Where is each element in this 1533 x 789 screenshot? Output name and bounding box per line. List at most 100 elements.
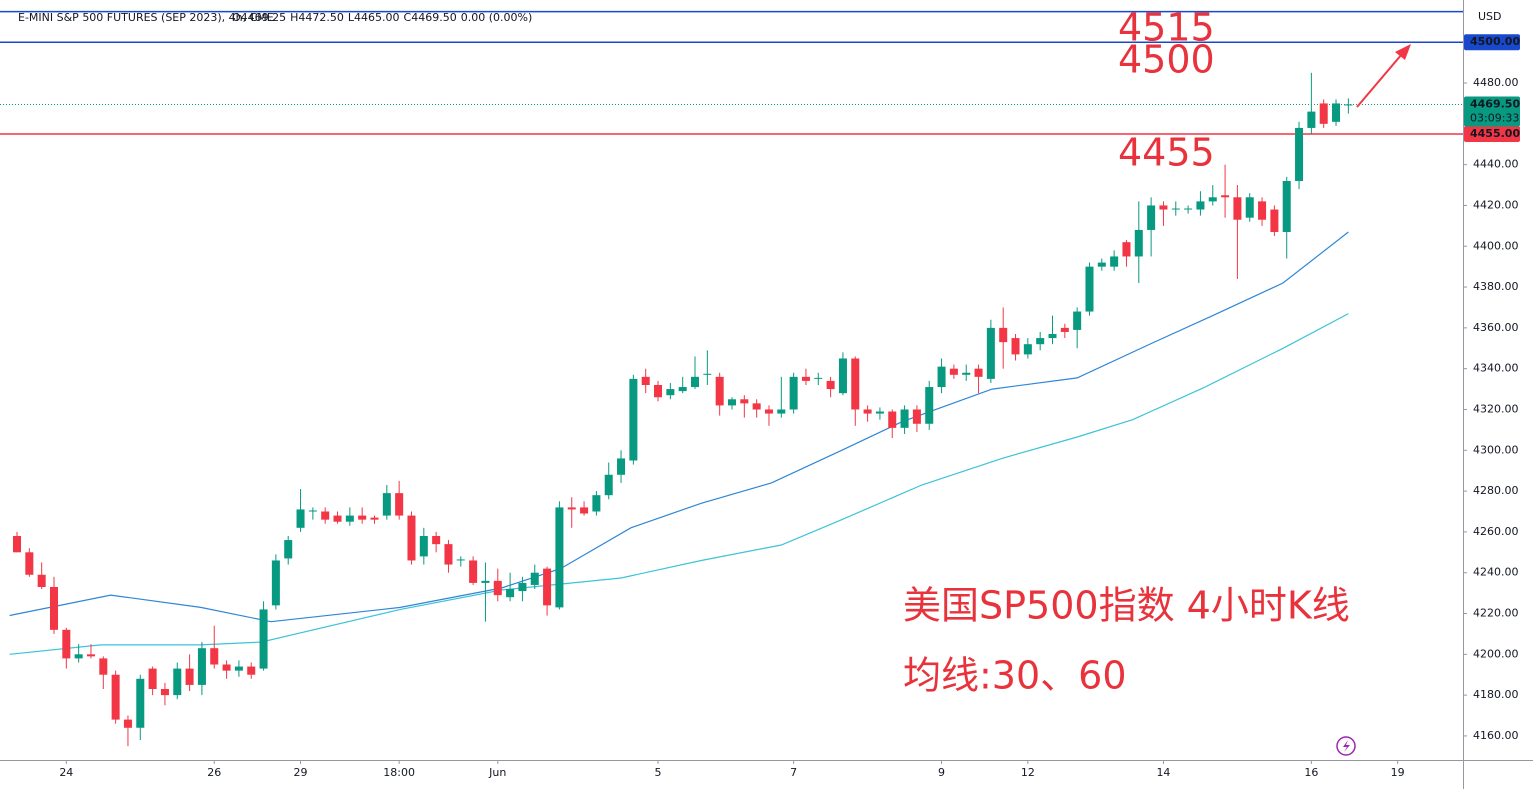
y-tick-label: 4160.00 — [1473, 729, 1519, 742]
annotation: 均线:30、60 — [903, 654, 1127, 698]
moving-average — [9, 231, 1349, 623]
y-tick-label: 4200.00 — [1473, 647, 1519, 660]
candle-body — [604, 474, 613, 496]
candle-body — [912, 409, 921, 424]
ohlc-value: L4465.00 — [348, 11, 400, 24]
candle-body — [764, 409, 773, 414]
alert-icon[interactable] — [1336, 736, 1356, 756]
candle-body — [432, 535, 441, 545]
y-tick-label: 4240.00 — [1473, 566, 1519, 579]
x-tick-label: 9 — [938, 766, 945, 779]
price-label: 4500.00 — [1470, 35, 1520, 48]
candle-body — [974, 368, 983, 377]
x-tick-label: 7 — [790, 766, 797, 779]
x-tick-label: 29 — [294, 766, 308, 779]
candle-body — [838, 358, 847, 394]
arrow-shaft — [1356, 53, 1403, 108]
candle-body — [888, 411, 897, 428]
candle-body — [1171, 208, 1180, 210]
candle-body — [1122, 242, 1131, 257]
y-tick-label: 4380.00 — [1473, 280, 1519, 293]
candle-body — [160, 688, 169, 696]
candle-body — [580, 507, 589, 514]
candle-body — [382, 493, 391, 516]
price-label-box — [1464, 34, 1520, 51]
candle-body — [1147, 205, 1156, 230]
candle-body — [481, 580, 490, 583]
candle-body — [1023, 344, 1032, 355]
arrow — [1356, 44, 1411, 108]
candle-body — [62, 629, 71, 659]
ohlc-value: C4469.50 — [404, 11, 457, 24]
candle-body — [222, 664, 231, 671]
candle-body — [678, 387, 687, 392]
candle-body — [1159, 205, 1168, 210]
candle-body — [629, 378, 638, 461]
candle-body — [962, 372, 971, 375]
ohlc-value: O4469.25 — [232, 11, 286, 24]
candle-body — [333, 515, 342, 522]
candle-body — [506, 589, 515, 598]
candle-body — [1258, 201, 1267, 220]
plot — [0, 10, 1463, 747]
candle-body — [345, 515, 354, 522]
candle-body — [925, 387, 934, 424]
candle-body — [543, 568, 552, 606]
y-tick-label: 4480.00 — [1473, 76, 1519, 89]
candle-body — [654, 384, 663, 398]
candle-body — [1036, 338, 1045, 345]
annotation: 美国SP500指数 4小时K线 — [903, 584, 1350, 628]
x-tick-label: 26 — [207, 766, 221, 779]
x-tick-label: 19 — [1391, 766, 1405, 779]
alert-circle[interactable] — [1336, 736, 1356, 756]
candle-body — [444, 544, 453, 565]
candle-body — [1196, 201, 1205, 210]
candle-body — [863, 409, 872, 414]
y-tick-label: 4340.00 — [1473, 362, 1519, 375]
price-label-box — [1464, 126, 1520, 143]
candle-body — [1332, 103, 1341, 122]
candle-body — [900, 409, 909, 428]
y-tick-label: 4280.00 — [1473, 484, 1519, 497]
candle-body — [592, 495, 601, 512]
candle-body — [1233, 197, 1242, 220]
candle-body — [814, 377, 823, 379]
candle-body — [358, 515, 367, 520]
x-tick-label: 5 — [655, 766, 662, 779]
candle-body — [1319, 103, 1328, 124]
candle-body — [703, 373, 712, 375]
candle-body — [296, 509, 305, 528]
candle-body — [284, 540, 293, 559]
ohlc-legend: O4469.25 H4472.50 L4465.00 C4469.50 0.00 (0.… — [232, 11, 532, 24]
candle-body — [555, 507, 564, 608]
candle-body — [1060, 327, 1069, 332]
candle-body — [1245, 197, 1254, 218]
candle-body — [715, 376, 724, 406]
candle-body — [111, 674, 120, 720]
x-tick-label: 18:00 — [383, 766, 415, 779]
y-tick-label: 4220.00 — [1473, 607, 1519, 620]
candle-body — [99, 658, 108, 675]
annotation: 4500 — [1118, 38, 1215, 82]
arrow-head — [1395, 44, 1411, 60]
candle-body — [148, 668, 157, 689]
candle-body — [1097, 262, 1106, 267]
candle-body — [197, 648, 206, 685]
x-tick-label: 16 — [1304, 766, 1318, 779]
x-tick-label: 24 — [59, 766, 73, 779]
candle-body — [617, 458, 626, 475]
candle-body — [271, 560, 280, 606]
x-tick-label: Jun — [488, 766, 506, 779]
x-tick-label: 14 — [1156, 766, 1170, 779]
candle-body — [1134, 229, 1143, 257]
candle-body — [1011, 338, 1020, 355]
alert-bolt[interactable] — [1343, 740, 1350, 752]
candle-body — [210, 648, 219, 665]
candle-body — [777, 409, 786, 414]
y-tick-label: 4440.00 — [1473, 158, 1519, 171]
candle-body — [789, 376, 798, 410]
candle-body — [518, 582, 527, 592]
candle-body — [666, 389, 675, 396]
